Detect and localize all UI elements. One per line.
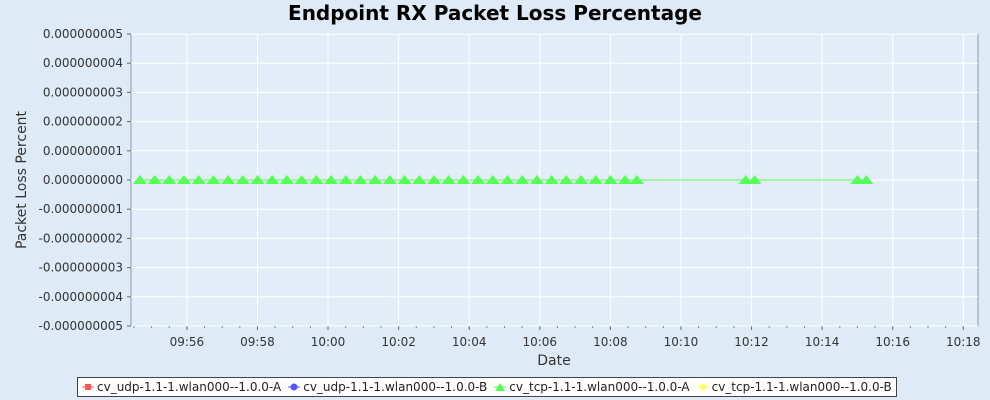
data-point [368,175,383,184]
diamond-marker-icon [696,383,709,391]
y-tick-label: 0.000000005 [43,27,123,41]
data-point [279,175,294,184]
x-tick-label: 09:56 [170,335,205,349]
data-point [485,175,500,184]
x-tick-label: 10:12 [734,335,769,349]
data-point [353,175,368,184]
data-point [338,175,353,184]
x-tick-label: 10:00 [311,335,346,349]
x-axis-label: Date [537,353,570,369]
x-tick-label: 10:06 [522,335,557,349]
data-point [850,175,865,184]
y-tick-label: -0.000000001 [39,202,124,216]
data-point [738,175,753,184]
data-point [471,175,486,184]
y-tick-label: 0.000000001 [43,144,123,158]
legend-label: cv_tcp-1.1-1.wlan000--1.0.0-A [509,380,690,394]
legend: cv_udp-1.1-1.wlan000--1.0.0-A cv_udp-1.1-… [77,377,897,397]
data-point [500,175,515,184]
series-layer [132,175,874,184]
legend-label: cv_udp-1.1-1.wlan000--1.0.0-B [303,380,488,394]
y-tick-label: 0.000000002 [43,115,123,129]
x-tick-label: 10:14 [805,335,840,349]
y-tick-label: -0.000000005 [39,319,124,333]
legend-item: cv_udp-1.1-1.wlan000--1.0.0-B [288,380,487,394]
data-point [426,175,441,184]
data-point [859,175,874,184]
x-tick-label: 09:58 [240,335,275,349]
y-axis-label: Packet Loss Percent [14,110,30,249]
data-point [559,175,574,184]
data-point [323,175,338,184]
y-tick-label: -0.000000003 [39,261,124,275]
data-point [221,175,236,184]
data-point [176,175,191,184]
data-point [573,175,588,184]
x-tick-label: 10:18 [946,335,981,349]
data-point [265,175,280,184]
triangle-marker-icon [494,383,507,391]
y-tick-label: 0.000000000 [43,173,123,187]
data-point [147,175,162,184]
legend-item: cv_udp-1.1-1.wlan000--1.0.0-A [82,380,281,394]
data-point [629,175,644,184]
data-point [529,175,544,184]
data-point [441,175,456,184]
legend-item: cv_tcp-1.1-1.wlan000--1.0.0-B [696,380,892,394]
x-tick-label: 10:02 [381,335,416,349]
data-point [588,175,603,184]
data-point [456,175,471,184]
data-point [397,175,412,184]
legend-label: cv_tcp-1.1-1.wlan000--1.0.0-B [711,380,892,394]
data-point [382,175,397,184]
x-tick-label: 10:08 [593,335,628,349]
data-point [162,175,177,184]
x-tick-label: 10:16 [875,335,910,349]
data-point [603,175,618,184]
legend-label: cv_udp-1.1-1.wlan000--1.0.0-A [97,380,282,394]
chart-title: Endpoint RX Packet Loss Percentage [288,1,702,25]
data-point [191,175,206,184]
data-point [132,175,147,184]
data-point [309,175,324,184]
legend-item: cv_tcp-1.1-1.wlan000--1.0.0-A [494,380,690,394]
y-tick-label: -0.000000004 [39,290,124,304]
x-tick-label: 10:04 [452,335,487,349]
y-tick-label: 0.000000004 [43,56,123,70]
x-tick-label: 10:10 [664,335,699,349]
y-tick-label: -0.000000002 [39,231,124,245]
data-point [618,175,633,184]
y-axis: 0.000000005 0.000000004 0.000000003 0.00000… [39,27,131,333]
data-point [206,175,221,184]
data-point [747,175,762,184]
data-point [412,175,427,184]
square-marker-icon [82,384,94,390]
data-point [235,175,250,184]
data-point [544,175,559,184]
circle-marker-icon [288,383,301,391]
data-point [250,175,265,184]
y-tick-label: 0.000000003 [43,85,123,99]
data-point [294,175,309,184]
x-axis: 09:56 09:58 10:00 10:02 10:04 10:06 10:08 10:10… [133,326,981,349]
data-point [515,175,530,184]
